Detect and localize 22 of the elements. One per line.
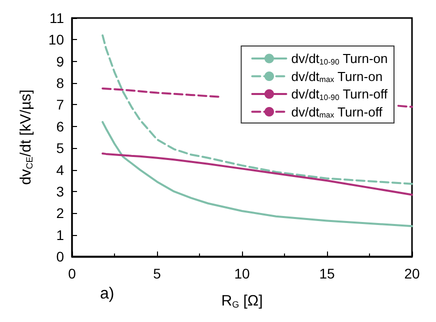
y-tick-label: 5 (56, 140, 64, 156)
y-tick-label: 4 (56, 162, 64, 178)
y-tick-label: 0 (56, 248, 64, 264)
x-tick-label: 0 (68, 266, 76, 282)
y-tick-label: 9 (56, 53, 64, 70)
line-series (102, 121, 413, 228)
x-tick-label: 5 (153, 266, 162, 282)
y-tick-label: 1 (56, 226, 64, 243)
line-series (102, 34, 413, 185)
y-tick-label: 11 (49, 10, 64, 26)
line-series (102, 152, 413, 196)
x-tick-label: 10 (234, 266, 250, 282)
y-tick-label: 3 (56, 183, 64, 200)
y-tick-label: 2 (56, 205, 64, 222)
x-tick-label: 20 (404, 266, 420, 282)
y-tick-label: 8 (56, 75, 64, 92)
y-tick-label: 7 (56, 96, 64, 113)
x-tick-label: 15 (319, 266, 335, 282)
y-tick-label: 10 (48, 32, 64, 48)
text: a) (100, 286, 114, 302)
y-tick-label: 6 (56, 118, 64, 134)
y-axis-title: dvCE/dt [kV/µs] (17, 90, 34, 185)
